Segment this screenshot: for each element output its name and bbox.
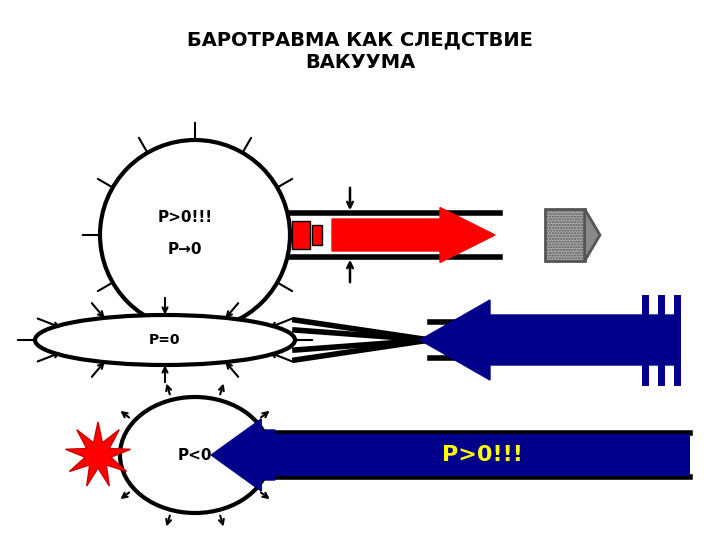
Text: P→0: P→0 bbox=[168, 242, 202, 258]
Polygon shape bbox=[66, 422, 130, 486]
Ellipse shape bbox=[35, 315, 295, 365]
Ellipse shape bbox=[120, 397, 270, 513]
Text: ВАКУУМА: ВАКУУМА bbox=[305, 52, 415, 71]
Polygon shape bbox=[585, 209, 600, 261]
FancyArrow shape bbox=[211, 419, 275, 491]
Text: P=0: P=0 bbox=[149, 333, 181, 347]
Text: P>0!!!: P>0!!! bbox=[158, 210, 212, 225]
Bar bbox=[292, 221, 310, 249]
Circle shape bbox=[100, 140, 290, 330]
FancyArrow shape bbox=[420, 300, 680, 380]
Text: БАРОТРАВМА КАК СЛЕДСТВИЕ: БАРОТРАВМА КАК СЛЕДСТВИЕ bbox=[187, 30, 533, 50]
Text: P<0: P<0 bbox=[178, 448, 212, 462]
Bar bbox=[545, 209, 585, 261]
FancyArrow shape bbox=[332, 207, 495, 262]
Bar bbox=[312, 225, 322, 245]
Bar bbox=[275, 434, 690, 476]
Text: P>0!!!: P>0!!! bbox=[442, 445, 523, 465]
